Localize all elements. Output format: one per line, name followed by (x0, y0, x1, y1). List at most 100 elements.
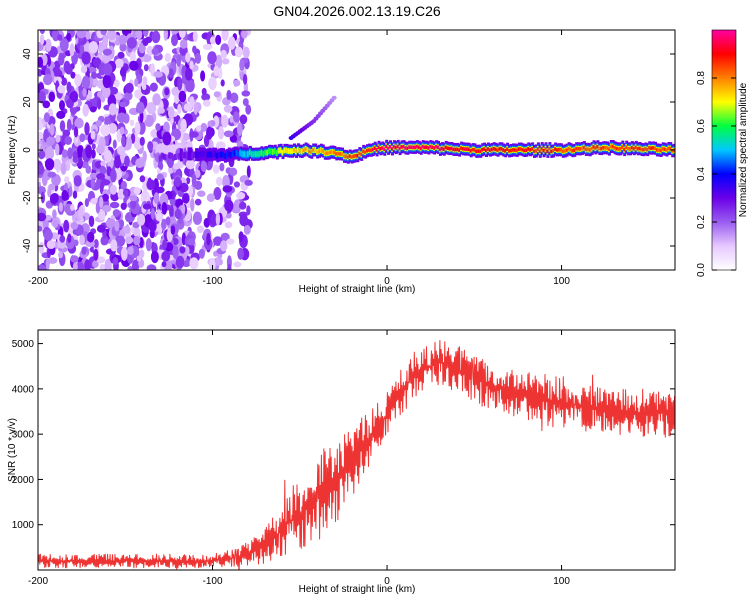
noise-blob (239, 59, 245, 71)
ridge-cell (559, 148, 563, 152)
noise-blob (215, 34, 222, 46)
noise-blob (142, 30, 149, 37)
noise-blob (219, 162, 225, 172)
ridge-cell (248, 150, 252, 155)
noise-blob (82, 103, 89, 117)
noise-blob (196, 225, 205, 234)
ridge-cell (293, 148, 296, 152)
noise-blob (74, 73, 82, 87)
noise-blob (129, 195, 138, 202)
noise-blob (216, 176, 223, 186)
noise-blob (134, 121, 141, 136)
noise-blob (115, 235, 126, 247)
noise-blob (114, 58, 124, 69)
ridge-cell (254, 152, 258, 156)
noise-blob (91, 71, 98, 79)
noise-blob (76, 30, 87, 39)
ridge-cell (285, 148, 289, 153)
noise-blob (66, 118, 72, 132)
noise-blob (76, 145, 83, 160)
ridge-cell (279, 148, 283, 153)
noise-blob (153, 71, 163, 78)
ridge-cell (611, 144, 615, 149)
noise-blob (221, 58, 230, 65)
ridge-cell (191, 153, 195, 158)
noise-blob (74, 117, 84, 129)
ridge-cell (492, 146, 496, 151)
noise-blob (84, 122, 90, 136)
noise-blob (113, 79, 120, 88)
ridge-cell (592, 145, 596, 149)
ridge-cell (456, 147, 460, 152)
noise-blob (70, 255, 79, 263)
ridge-cell (609, 144, 613, 149)
ridge-cell (652, 146, 655, 150)
ridge-cell (569, 147, 573, 152)
noise-blob (56, 241, 67, 249)
ridge-cell (162, 154, 166, 159)
ridge-cell (271, 150, 275, 154)
ridge-cell (477, 149, 481, 153)
ridge-cell (187, 152, 191, 156)
ridge-cell (387, 146, 391, 151)
noise-blob (225, 212, 232, 219)
ridge-cell (481, 147, 485, 152)
noise-blob (125, 236, 134, 244)
noise-blob (194, 180, 203, 190)
noise-blob (48, 91, 56, 103)
noise-blob (139, 137, 145, 146)
noise-blob (93, 248, 99, 261)
noise-blob (43, 74, 53, 86)
colorbar-gradient (712, 30, 736, 270)
ridge-cell (565, 148, 569, 152)
ridge-cell (367, 148, 371, 152)
noise-blob (142, 38, 149, 46)
ridge-cell (195, 152, 199, 157)
noise-blob (161, 261, 167, 268)
noise-blob (106, 30, 117, 41)
ridge-cell (304, 147, 308, 151)
noise-blob (156, 168, 161, 175)
noise-blob (229, 92, 239, 104)
ridge-cell (515, 148, 519, 153)
noise-blob (91, 159, 97, 171)
ridge-cell (239, 151, 243, 155)
noise-blob (189, 96, 195, 107)
ridge-cell (237, 152, 241, 157)
ridge-cell (310, 150, 314, 154)
ridge-cell (669, 146, 673, 151)
noise-blob (220, 240, 228, 252)
noise-blob (242, 98, 249, 107)
ridge-cell (538, 149, 542, 154)
ridge-cell (183, 153, 187, 157)
ridge-cell (629, 147, 632, 151)
noise-blob (193, 102, 198, 115)
snr-series-line (38, 340, 675, 570)
noise-blob (184, 246, 190, 256)
snr-y-label: SNR (10 * v/v) (7, 418, 18, 482)
ridge-cell (433, 146, 437, 150)
noise-blob (236, 140, 244, 149)
noise-blob (110, 169, 117, 183)
noise-blob (187, 238, 196, 246)
noise-blob (66, 32, 72, 41)
ridge-cell (604, 145, 607, 150)
ridge-cell (661, 147, 665, 151)
spectrogram-cells (38, 30, 675, 270)
noise-blob (215, 141, 226, 150)
noise-blob (126, 37, 137, 49)
ridge-cell (319, 148, 323, 152)
ridge-cell (392, 144, 396, 149)
noise-blob (150, 250, 159, 264)
ridge-cell (204, 153, 208, 157)
noise-blob (148, 220, 157, 233)
noise-blob (108, 103, 117, 116)
ridge-cell (625, 145, 629, 149)
colorbar-tick-label: 0.0 (696, 263, 707, 277)
noise-blob (146, 179, 156, 191)
noise-blob (92, 260, 99, 268)
ridge-cell (655, 148, 659, 152)
noise-blob (59, 38, 69, 52)
noise-blob (64, 176, 70, 184)
